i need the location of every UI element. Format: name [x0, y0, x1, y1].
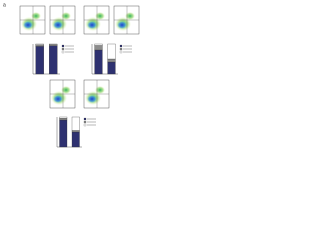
legend-swatch	[83, 117, 87, 121]
legend-swatch	[61, 50, 65, 54]
bar-segment	[35, 43, 44, 46]
bar-charts	[32, 43, 132, 148]
bar-segment	[35, 44, 44, 47]
flow-plots	[19, 5, 140, 109]
legend-swatch	[119, 44, 123, 48]
flow-density	[61, 12, 71, 20]
flow-density	[87, 95, 97, 103]
bar-segment	[49, 44, 58, 46]
flow-density	[95, 86, 105, 94]
bar-segment	[49, 45, 58, 75]
flow-density	[31, 12, 41, 20]
bar-segment	[94, 49, 103, 75]
legend-swatch	[61, 47, 65, 51]
bar-segment	[59, 119, 68, 148]
bar-segment	[71, 130, 80, 133]
panel-label: a	[3, 2, 6, 8]
legend-swatch	[119, 47, 123, 51]
bar-segment	[71, 131, 80, 148]
bar-segment	[49, 43, 58, 45]
bar-segment	[107, 58, 116, 63]
figure: a	[3, 2, 140, 148]
flow-density	[87, 21, 97, 29]
bar-segment	[107, 43, 116, 60]
flow-density	[117, 21, 127, 29]
legend-swatch	[83, 123, 87, 127]
flow-density	[61, 86, 71, 94]
flow-density	[53, 21, 63, 29]
legend-swatch	[83, 120, 87, 124]
flow-density	[53, 95, 63, 103]
bar-segment	[107, 61, 116, 75]
bar-segment	[94, 45, 103, 51]
legend-swatch	[119, 50, 123, 54]
bar-segment	[71, 116, 80, 131]
bar-segment	[59, 118, 68, 121]
flow-density	[95, 12, 105, 20]
bar-segment	[59, 116, 68, 119]
bar-segment	[94, 43, 103, 46]
flow-density	[23, 21, 33, 29]
flow-density	[125, 12, 135, 20]
bar-segment	[35, 46, 44, 75]
page: {"panel_label": "a", "bar_charts": [ {"y…	[3, 2, 140, 148]
legend-swatch	[61, 44, 65, 48]
